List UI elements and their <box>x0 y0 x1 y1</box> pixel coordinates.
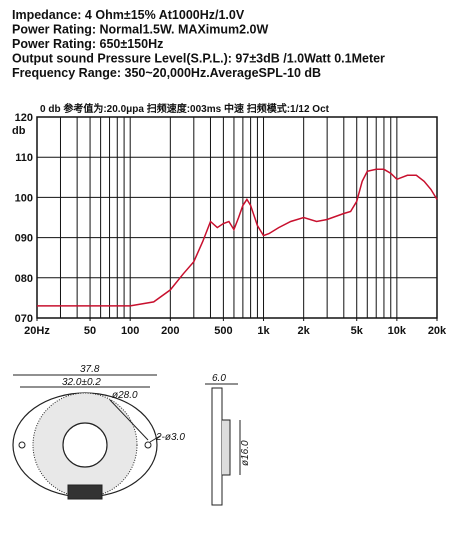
drawing <box>12 374 241 506</box>
terminals <box>67 484 103 500</box>
dim-label: ø28.0 <box>112 390 138 401</box>
spec-line: Power Rating: 650±150Hz <box>12 37 163 51</box>
y-axis-label: db <box>12 125 26 137</box>
chart-header: 0 db 参考值为:20.0μpa 扫频速度:003ms 中速 扫频模式:1/1… <box>40 102 330 115</box>
spec-line: Power Rating: Normal1.5W. MAXimum2.0W <box>12 23 268 37</box>
x-tick-label: 5k <box>351 325 364 337</box>
dim-label: 37.8 <box>80 364 100 375</box>
y-tick-label: 070 <box>15 313 33 325</box>
dim-line <box>149 435 161 443</box>
dim-line <box>109 399 149 441</box>
x-tick-label: 50 <box>84 325 96 337</box>
x-tick-label: 20Hz <box>24 325 50 337</box>
response-curve <box>37 168 438 307</box>
y-tick-label: 100 <box>15 192 33 204</box>
x-tick-label: 1k <box>257 325 270 337</box>
dim-label: 2-ø3.0 <box>155 432 185 443</box>
x-tick-label: 10k <box>388 325 407 337</box>
x-tick-label: 100 <box>121 325 139 337</box>
x-tick-label: 20k <box>428 325 447 337</box>
hole <box>62 422 108 468</box>
plot-frame <box>36 116 438 319</box>
mount-hole <box>144 441 152 449</box>
x-tick-label: 200 <box>161 325 179 337</box>
dim-label: 32.0±0.2 <box>62 377 101 388</box>
side-magnet <box>222 419 231 476</box>
side-frame <box>211 387 223 506</box>
y-tick-label: 090 <box>15 233 33 245</box>
y-tick-label: 120 <box>15 112 33 124</box>
y-tick-label: 080 <box>15 273 33 285</box>
y-tick-label: 110 <box>15 152 33 164</box>
dim-label: 6.0 <box>212 373 226 384</box>
dim-label: ø16.0 <box>240 440 251 466</box>
spec-line: Frequency Range: 350~20,000Hz.AverageSPL… <box>12 66 321 80</box>
spec-line: Output sound Pressure Level(S.P.L.): 97±… <box>12 52 385 66</box>
mount-hole <box>18 441 26 449</box>
x-tick-label: 500 <box>214 325 232 337</box>
x-tick-label: 2k <box>298 325 311 337</box>
spec-line: Impedance: 4 Ohm±15% At1000Hz/1.0V <box>12 8 245 22</box>
